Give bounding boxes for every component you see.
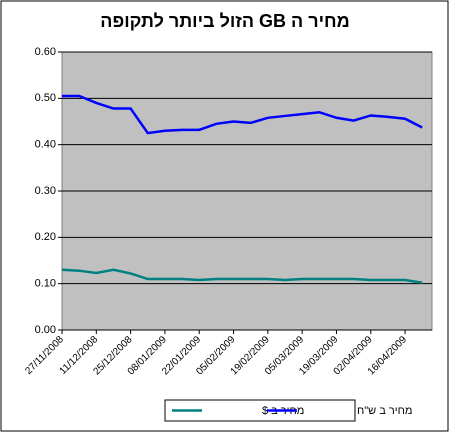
y-tick-label: 0.60 (35, 46, 56, 58)
y-tick-label: 0.40 (35, 139, 56, 151)
y-tick-label: 0.30 (35, 185, 56, 197)
legend-label: מחיר ב ש"ח (357, 405, 412, 417)
y-tick-label: 0.00 (35, 324, 56, 336)
y-tick-label: 0.10 (35, 278, 56, 290)
y-tick-label: 0.50 (35, 92, 56, 104)
y-tick-label: 0.20 (35, 231, 56, 243)
series-line (61, 268, 423, 284)
chart-title: מחיר ה GB הזול ביותר לתקופה (100, 11, 349, 31)
series-line (62, 94, 423, 135)
legend (164, 399, 356, 422)
